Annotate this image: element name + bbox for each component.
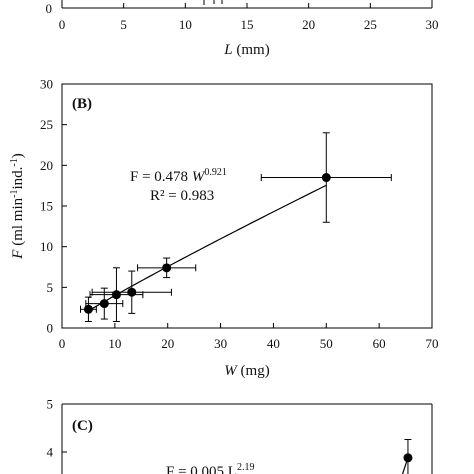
panel-a-partial-marks bbox=[203, 0, 223, 5]
panel-b-point-4 bbox=[137, 257, 197, 279]
panel-b-fit-line bbox=[88, 184, 327, 312]
panel-b-x-tick-label: 20 bbox=[161, 336, 174, 351]
panel-b-data-point bbox=[99, 299, 109, 309]
panel-c-data-point bbox=[403, 453, 413, 463]
panel-a-x-tick-label: 20 bbox=[302, 17, 315, 32]
panel-b-x-tick-label: 60 bbox=[373, 336, 386, 351]
panel-a-x-tick-label: 5 bbox=[120, 17, 127, 32]
panel-a-x-tick-label: 30 bbox=[426, 17, 439, 32]
panel-b-y-tick-label: 0 bbox=[47, 321, 54, 336]
panel-b-data-point bbox=[162, 263, 172, 273]
panel-b-point-3 bbox=[91, 270, 172, 314]
panel-b-data-point bbox=[111, 290, 121, 300]
panel-b-x-tick-label: 30 bbox=[214, 336, 227, 351]
panel-b-y-axis-label: F (ml min-1ind.-1) bbox=[9, 153, 26, 259]
panel-b-x-tick-label: 50 bbox=[320, 336, 333, 351]
panel-c-point-0 bbox=[401, 439, 413, 474]
panel-c-y-tick-label: 5 bbox=[47, 397, 54, 412]
panel-b-y-tick-label: 15 bbox=[40, 199, 53, 214]
panel-b-y-tick-label: 10 bbox=[40, 239, 53, 254]
panel-b-point-0 bbox=[80, 296, 97, 322]
panel-b-point-5 bbox=[260, 132, 392, 223]
panel-b-y-tick-label: 20 bbox=[40, 158, 53, 173]
panel-a-x-tick-label: 15 bbox=[241, 17, 254, 32]
panel-c-y-tick-label: 4 bbox=[47, 445, 54, 460]
panel-a: 0 0 5 10 15 20 25 30 L (mm) bbox=[46, 0, 439, 58]
panel-b-x-axis-label: W (mg) bbox=[224, 363, 269, 379]
panel-c-equation: F = 0.005 L2.19 bbox=[166, 462, 254, 474]
panel-b-label: (B) bbox=[72, 96, 92, 112]
panel-a-x-tick-label: 10 bbox=[179, 17, 192, 32]
panel-c: (C) 4 5 F = 0.005 L2.19 bbox=[47, 397, 433, 474]
panel-a-y-tick-0: 0 bbox=[46, 1, 53, 16]
panel-b-y-tick-label: 25 bbox=[40, 117, 53, 132]
panel-a-x-axis-label: L (mm) bbox=[223, 42, 269, 58]
panel-b-y-tick-label: 5 bbox=[47, 280, 54, 295]
panel-a-x-tick-label: 0 bbox=[59, 17, 66, 32]
panel-b-x-tick-label: 10 bbox=[108, 336, 121, 351]
panel-c-label: (C) bbox=[72, 418, 93, 434]
panel-b-data-point bbox=[83, 304, 93, 314]
panel-b-y-tick-label: 30 bbox=[40, 77, 53, 92]
panel-b-x-tick-label: 40 bbox=[267, 336, 280, 351]
panel-b-x-tick-label: 0 bbox=[59, 336, 66, 351]
panel-b-equation: F = 0.478 W0.921 bbox=[130, 167, 227, 185]
panel-a-x-tick-label: 25 bbox=[364, 17, 377, 32]
panel-b-data-point bbox=[127, 287, 137, 297]
panel-b-r-squared: R² = 0.983 bbox=[150, 188, 214, 204]
panel-b-x-tick-label: 70 bbox=[426, 336, 439, 351]
panel-b-data-point bbox=[321, 173, 331, 183]
